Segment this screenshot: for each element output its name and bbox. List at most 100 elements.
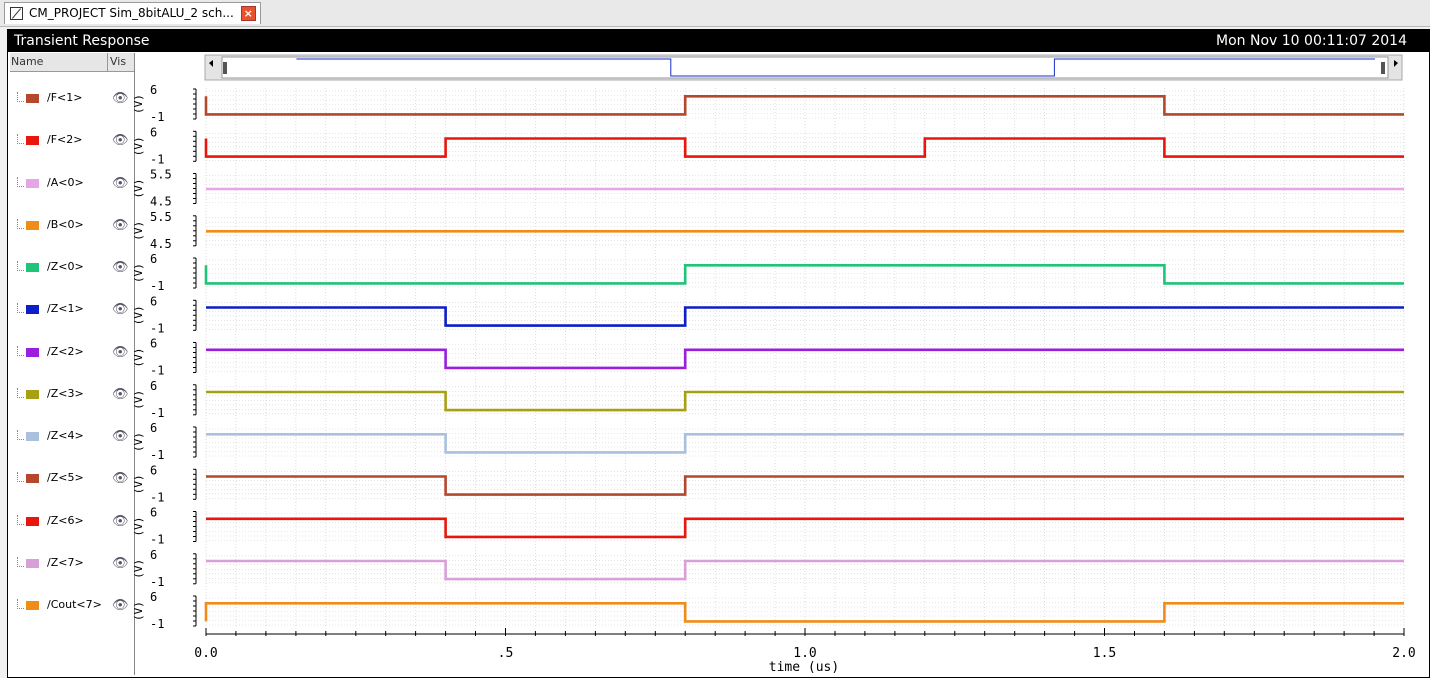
signal-color-swatch — [26, 178, 39, 188]
signal-color-swatch — [26, 601, 39, 610]
scroll-left-arrow-icon[interactable] — [209, 60, 213, 67]
visibility-eye-icon[interactable]: 👁 — [112, 260, 129, 275]
trace-7[interactable] — [206, 390, 1404, 412]
signal-name[interactable]: /Z<4> — [47, 429, 84, 442]
y-unit-label: (V) — [132, 94, 145, 114]
y-axis-0 — [193, 88, 197, 120]
y-tick-label-top: 6 — [150, 252, 157, 266]
trace-4[interactable] — [204, 263, 1404, 285]
signal-name[interactable]: /F<1> — [47, 91, 83, 104]
signal-color-swatch — [26, 389, 39, 399]
signal-row[interactable]: /Z<4> 👁 — [10, 429, 134, 446]
y-axis-8 — [193, 426, 197, 458]
close-tab-icon[interactable]: × — [240, 6, 256, 21]
visibility-eye-icon[interactable]: 👁 — [112, 555, 129, 571]
signal-name[interactable]: /Z<7> — [47, 555, 84, 569]
x-tick-label: .5 — [498, 646, 514, 661]
y-tick-label-top: 6 — [150, 463, 157, 477]
y-tick-label-bottom: -1 — [150, 110, 164, 124]
signal-row[interactable]: /Z<5> 👁 — [10, 471, 134, 488]
signal-row[interactable]: /Z<3> 👁 — [10, 386, 134, 404]
y-tick-label-top: 6 — [150, 590, 157, 604]
signal-name[interactable]: /Cout<7> — [47, 598, 102, 611]
trace-12[interactable] — [204, 601, 1404, 623]
tree-connector — [17, 176, 24, 187]
signal-name[interactable]: /Z<2> — [47, 344, 84, 358]
signal-row[interactable]: /A<0> 👁 — [10, 175, 134, 193]
trace-10[interactable] — [206, 517, 1404, 539]
signal-row[interactable]: /Z<1> 👁 — [10, 302, 134, 319]
scroll-right-arrow-icon[interactable] — [1394, 60, 1398, 67]
scrollbar-thumb[interactable] — [221, 56, 1389, 79]
y-tick-label-top: 6 — [150, 337, 157, 351]
y-unit-label: (V) — [132, 601, 145, 621]
y-tick-label-top: 6 — [150, 379, 157, 393]
tree-connector — [17, 218, 24, 229]
name-column-header[interactable]: Name — [11, 53, 108, 71]
visibility-eye-icon[interactable]: 👁 — [112, 133, 129, 149]
document-tab[interactable]: CM_PROJECT Sim_8bitALU_2 sch... × — [4, 2, 261, 24]
visibility-eye-icon[interactable]: 👁 — [112, 429, 129, 444]
signal-row[interactable]: /Z<0> 👁 — [10, 260, 134, 277]
y-tick-label-top: 6 — [150, 506, 157, 520]
y-tick-label-bottom: -1 — [150, 617, 164, 631]
tree-connector — [17, 303, 24, 314]
x-tick-label: 2.0 — [1392, 646, 1415, 661]
thumb-left-handle[interactable] — [223, 62, 227, 74]
vis-column-header[interactable]: Vis — [110, 55, 127, 68]
signal-row[interactable]: /B<0> 👁 — [10, 217, 134, 235]
visibility-eye-icon[interactable]: 👁 — [112, 386, 129, 402]
y-axis-11 — [193, 553, 197, 585]
visibility-eye-icon[interactable]: 👁 — [112, 513, 129, 529]
signal-name[interactable]: /Z<0> — [47, 260, 84, 273]
signal-row[interactable]: /Cout<7> 👁 — [10, 598, 134, 615]
signal-name[interactable]: /Z<1> — [47, 302, 84, 316]
trace-1[interactable] — [204, 137, 1404, 158]
y-axis-6 — [193, 342, 197, 373]
y-tick-label-bottom: -1 — [150, 448, 164, 462]
schematic-icon — [10, 7, 23, 20]
trace-5[interactable] — [206, 306, 1404, 327]
trace-6[interactable] — [206, 348, 1404, 370]
signal-name[interactable]: /A<0> — [47, 175, 84, 189]
signal-color-swatch — [26, 263, 39, 272]
signal-name[interactable]: /B<0> — [47, 217, 84, 231]
x-tick-label: 1.0 — [793, 646, 816, 661]
tree-connector — [17, 387, 24, 398]
signal-color-swatch — [26, 220, 39, 230]
signal-row[interactable]: /Z<2> 👁 — [10, 344, 134, 362]
y-unit-label: (V) — [132, 179, 145, 199]
visibility-eye-icon[interactable]: 👁 — [112, 175, 129, 191]
y-tick-label-top: 5.5 — [150, 168, 172, 182]
trace-9[interactable] — [206, 475, 1404, 496]
visibility-eye-icon[interactable]: 👁 — [112, 217, 129, 233]
thumb-right-handle[interactable] — [1381, 62, 1385, 74]
signal-row[interactable]: /F<1> 👁 — [10, 91, 134, 108]
y-axis-7 — [193, 384, 197, 416]
signal-color-swatch — [26, 432, 39, 441]
signal-color-swatch — [26, 94, 39, 103]
signal-row[interactable]: /F<2> 👁 — [10, 133, 134, 150]
trace-0[interactable] — [204, 95, 1404, 116]
trace-11[interactable] — [206, 559, 1404, 581]
signal-name[interactable]: /Z<3> — [47, 386, 84, 400]
signal-row[interactable]: /Z<7> 👁 — [10, 555, 134, 573]
visibility-eye-icon[interactable]: 👁 — [112, 598, 129, 613]
y-tick-label-top: 6 — [150, 421, 157, 435]
trace-8[interactable] — [206, 432, 1404, 454]
visibility-eye-icon[interactable]: 👁 — [112, 471, 129, 487]
signal-name[interactable]: /Z<5> — [47, 471, 84, 485]
visibility-eye-icon[interactable]: 👁 — [112, 344, 129, 360]
y-unit-label: (V) — [132, 517, 145, 537]
y-tick-label-bottom: -1 — [150, 406, 164, 420]
y-unit-label: (V) — [132, 390, 145, 410]
y-axis-1 — [193, 130, 197, 162]
signal-name[interactable]: /F<2> — [47, 133, 83, 147]
signal-name[interactable]: /Z<6> — [47, 513, 84, 527]
tree-connector — [17, 514, 24, 525]
x-tick-label: 1.5 — [1093, 646, 1116, 661]
signal-row[interactable]: /Z<6> 👁 — [10, 513, 134, 531]
visibility-eye-icon[interactable]: 👁 — [112, 91, 129, 106]
visibility-eye-icon[interactable]: 👁 — [112, 302, 129, 318]
